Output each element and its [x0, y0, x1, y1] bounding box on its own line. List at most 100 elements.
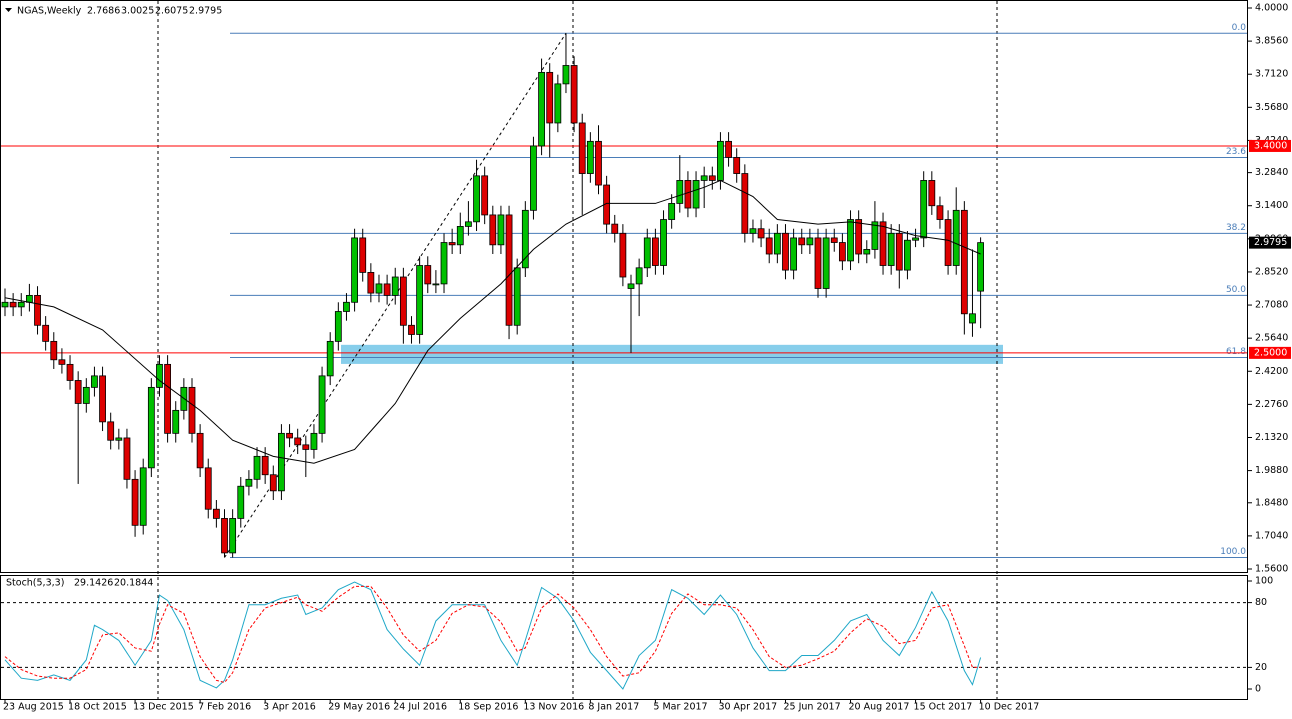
y-tick-label: 80 [1255, 597, 1267, 608]
candle-body [343, 301, 350, 312]
candle-body [700, 175, 708, 181]
main-frame [0, 0, 1248, 573]
candle-body [855, 219, 863, 255]
candle-body [505, 214, 513, 326]
price-tag-label: 3.4000 [1254, 140, 1287, 151]
x-tick-label: 18 Oct 2015 [68, 702, 127, 713]
fib-label: 100.0 [1220, 547, 1246, 557]
candle-body [814, 237, 822, 289]
price-tag [1249, 346, 1291, 359]
candle-body [326, 340, 334, 377]
candle-body [99, 375, 106, 423]
candle-body [391, 276, 399, 296]
y-tick-label: 0 [1255, 684, 1261, 695]
candle-body [318, 375, 326, 434]
y-tick-label: 2.7080 [1255, 300, 1288, 311]
candle-body [9, 301, 17, 308]
candle-body [879, 221, 887, 266]
stoch-frame [0, 575, 1248, 700]
candle-body [25, 294, 33, 303]
x-tick-label: 3 Apr 2016 [263, 702, 316, 713]
candle-body [456, 226, 464, 246]
candle-body [253, 455, 261, 480]
candle-body [822, 237, 830, 289]
fib-label: 38.2 [1226, 223, 1246, 233]
header-close: 2.9795 [189, 6, 222, 17]
candle-body [570, 65, 578, 124]
support-zone [341, 344, 1003, 364]
candle-body [489, 214, 497, 246]
candle-body [546, 71, 554, 124]
candle-body [595, 140, 602, 186]
current-price-label: 2.9795 [1254, 237, 1287, 248]
fib-label: 50.0 [1226, 285, 1246, 295]
candle-body [334, 311, 342, 342]
candle-body [977, 242, 984, 292]
candle-body [952, 209, 960, 266]
candle-body [806, 237, 814, 246]
candle-body [448, 242, 456, 246]
candle-body [310, 432, 318, 450]
candle-body [91, 375, 98, 388]
candle-body [286, 432, 293, 439]
candle-body [156, 363, 163, 388]
candle-body [538, 71, 545, 147]
candle-body [912, 237, 919, 241]
candle-body [50, 340, 58, 361]
candle-body [554, 83, 562, 124]
y-tick-label: 1.7040 [1255, 530, 1288, 541]
candle-body [684, 180, 692, 209]
candle-body [278, 432, 285, 492]
candle-body [847, 219, 854, 262]
candle-body [790, 237, 798, 271]
candle-body [725, 140, 732, 158]
candle-body [261, 455, 269, 476]
header-high: 3.0025 [121, 6, 154, 17]
candle-body [1, 301, 9, 308]
y-tick-label: 1.8480 [1255, 497, 1288, 508]
candle-body [871, 221, 879, 250]
candle-body [611, 223, 619, 234]
candle-body [302, 444, 310, 450]
candle-body [131, 478, 139, 526]
candle-body [652, 237, 659, 266]
candle-body [798, 237, 806, 246]
candle-body [188, 386, 196, 434]
candle-body [66, 363, 74, 381]
candle-body [383, 283, 391, 296]
candle-body [42, 324, 50, 342]
x-tick-label: 25 Jun 2017 [783, 702, 840, 713]
candle-body [920, 180, 928, 239]
x-tick-label: 23 Aug 2015 [3, 702, 64, 713]
x-tick-label: 10 Dec 2017 [979, 702, 1040, 713]
candle-body [895, 232, 903, 271]
candle-body [164, 363, 172, 434]
candle-body [123, 437, 131, 480]
candle-body [530, 145, 537, 211]
candle-body [928, 180, 936, 207]
header-low: 2.6075 [155, 6, 188, 17]
stoch-line [4, 581, 982, 690]
candle-body [960, 209, 968, 315]
price-tag [1249, 139, 1291, 152]
candle-body [294, 437, 302, 446]
candle-body [82, 386, 90, 404]
candle-body [765, 237, 773, 255]
candle-body [838, 242, 846, 262]
x-tick-label: 24 Jul 2016 [393, 702, 447, 713]
candle-body [578, 122, 586, 174]
y-tick-label: 1.5600 [1255, 564, 1288, 575]
menu-arrow[interactable] [5, 8, 12, 12]
candle-body [513, 267, 521, 326]
candle-body [708, 175, 716, 181]
x-tick-label: 7 Feb 2016 [198, 702, 251, 713]
candle-body [521, 209, 529, 269]
fib-label: 61.8 [1226, 347, 1246, 357]
candle-body [212, 508, 220, 519]
candle-body [424, 265, 432, 285]
candle-body [115, 437, 123, 441]
candle-body [619, 232, 627, 278]
candle-body [196, 432, 204, 469]
y-tick-label: 1.9880 [1255, 465, 1288, 476]
